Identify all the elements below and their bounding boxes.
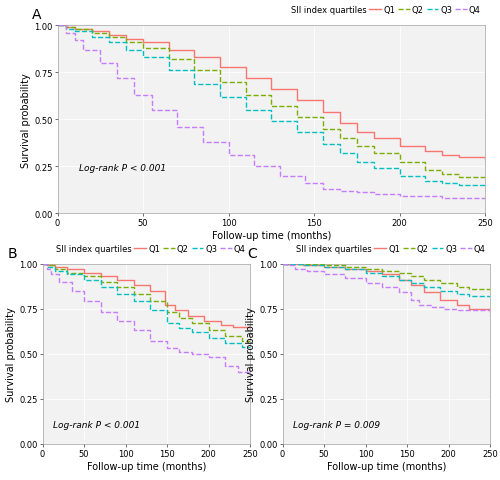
Legend: SII index quartiles, Q1, Q2, Q3, Q4: SII index quartiles, Q1, Q2, Q3, Q4 <box>282 245 486 254</box>
Text: Log-rank P < 0.001: Log-rank P < 0.001 <box>53 420 140 430</box>
Text: Log-rank P = 0.009: Log-rank P = 0.009 <box>293 420 380 430</box>
Text: Log-rank P < 0.001: Log-rank P < 0.001 <box>79 163 166 172</box>
X-axis label: Follow-up time (months): Follow-up time (months) <box>86 461 206 470</box>
X-axis label: Follow-up time (months): Follow-up time (months) <box>212 230 331 240</box>
Text: B: B <box>7 246 17 260</box>
Y-axis label: Survival probability: Survival probability <box>6 307 16 401</box>
Text: A: A <box>32 8 42 22</box>
Y-axis label: Survival probability: Survival probability <box>22 73 32 167</box>
Text: C: C <box>247 246 257 260</box>
Legend: SII index quartiles, Q1, Q2, Q3, Q4: SII index quartiles, Q1, Q2, Q3, Q4 <box>42 245 246 254</box>
Y-axis label: Survival probability: Survival probability <box>246 307 256 401</box>
Legend: SII index quartiles, Q1, Q2, Q3, Q4: SII index quartiles, Q1, Q2, Q3, Q4 <box>277 6 481 15</box>
X-axis label: Follow-up time (months): Follow-up time (months) <box>326 461 446 470</box>
